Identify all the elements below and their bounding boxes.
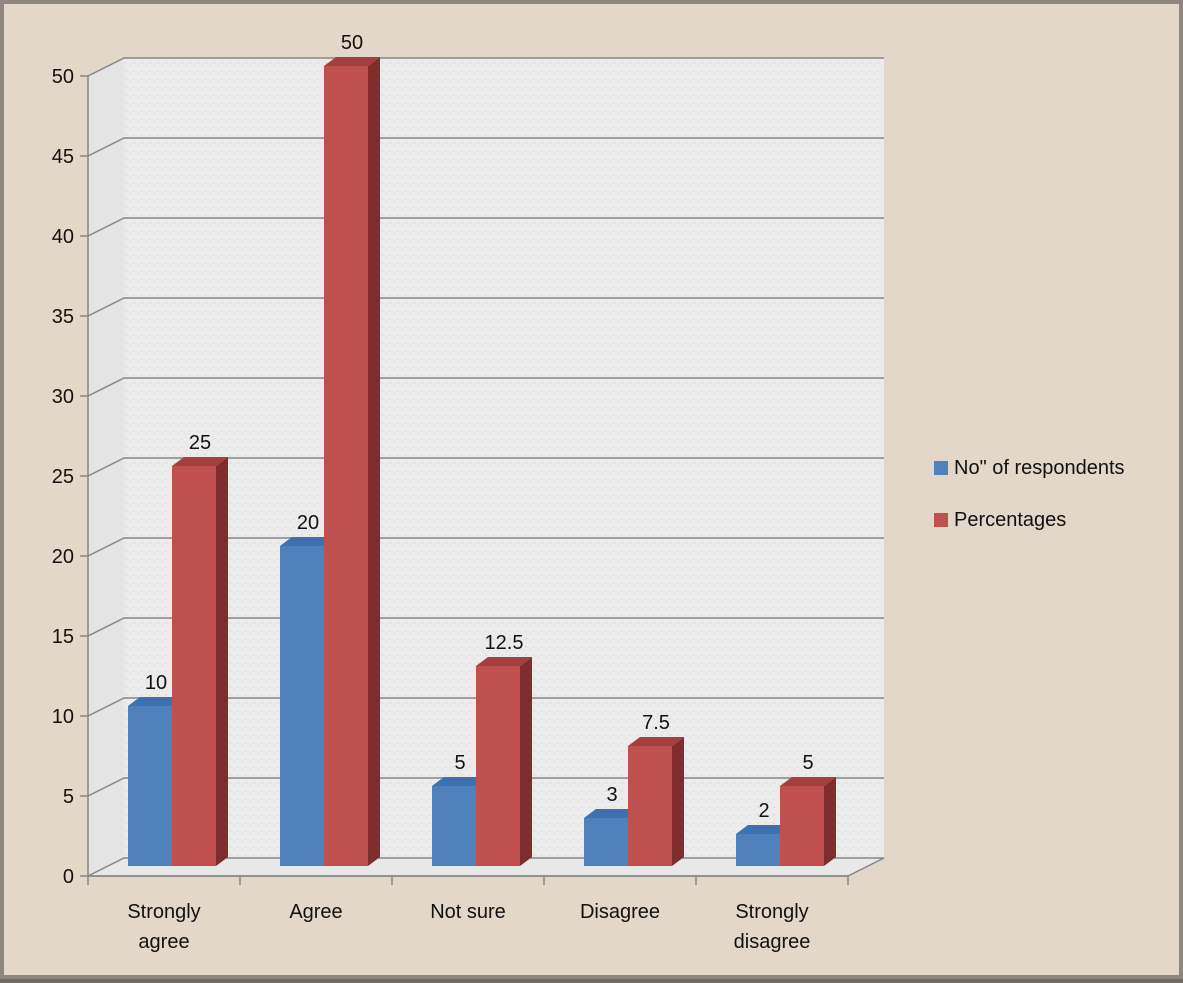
x-category-label: Disagree — [580, 901, 660, 923]
bar-front — [780, 786, 824, 866]
bar-side — [216, 457, 228, 866]
bars — [128, 57, 836, 866]
bar-top — [584, 809, 640, 818]
bar-side — [520, 657, 532, 866]
bar-top — [432, 777, 488, 786]
bar-front — [736, 834, 780, 866]
bar-front — [324, 66, 368, 866]
y-tick-label: 50 — [52, 66, 74, 88]
data-label: 10 — [145, 672, 167, 694]
data-label: 25 — [189, 432, 211, 454]
data-label: 12.5 — [485, 632, 524, 654]
data-label: 2 — [758, 800, 769, 822]
data-label: 20 — [297, 512, 319, 534]
gridline — [87, 457, 884, 477]
bar-top — [280, 537, 336, 546]
bar-front — [432, 786, 476, 866]
x-category-label: disagree — [734, 931, 811, 953]
gridline — [87, 617, 884, 637]
data-label: 7.5 — [642, 712, 670, 734]
bar-front — [476, 666, 520, 866]
x-category-label: agree — [138, 931, 189, 953]
x-category-label: Not sure — [430, 901, 506, 923]
gridline — [87, 57, 884, 77]
bar-top — [628, 737, 684, 746]
bar-top — [172, 457, 228, 466]
gridline — [87, 537, 884, 557]
bar-side — [672, 737, 684, 866]
bar-front — [584, 818, 628, 866]
x-category-label: Agree — [289, 901, 342, 923]
data-label: 3 — [606, 784, 617, 806]
data-label: 5 — [454, 752, 465, 774]
bar-top — [476, 657, 532, 666]
gridline — [87, 297, 884, 317]
y-tick-label: 0 — [63, 866, 74, 888]
x-category-label: Strongly — [735, 901, 808, 923]
y-tick-label: 25 — [52, 466, 74, 488]
gridline — [87, 217, 884, 237]
gridline — [87, 377, 884, 397]
legend-swatch — [934, 513, 948, 527]
bar-front — [628, 746, 672, 866]
y-tick-label: 40 — [52, 226, 74, 248]
bar-front — [172, 466, 216, 866]
y-tick-label: 15 — [52, 626, 74, 648]
data-label: 5 — [802, 752, 813, 774]
gridline — [87, 697, 884, 717]
y-tick-label: 30 — [52, 386, 74, 408]
y-tick-label: 20 — [52, 546, 74, 568]
bar-front — [128, 706, 172, 866]
legend-swatch — [934, 461, 948, 475]
bar-top — [128, 697, 184, 706]
y-tick-label: 5 — [63, 786, 74, 808]
legend: No" of respondents Percentages — [934, 457, 1125, 531]
bar-side — [824, 777, 836, 866]
bar-side — [368, 57, 380, 866]
bar-top — [324, 57, 380, 66]
y-tick-label: 10 — [52, 706, 74, 728]
bar-top — [780, 777, 836, 786]
data-label: 50 — [341, 32, 363, 54]
bar-front — [280, 546, 324, 866]
gridline — [87, 137, 884, 157]
y-tick-label: 45 — [52, 146, 74, 168]
legend-label: Percentages — [954, 509, 1066, 531]
x-category-label: Strongly — [127, 901, 200, 923]
legend-label: No" of respondents — [954, 457, 1125, 479]
bar-top — [736, 825, 792, 834]
y-tick-label: 35 — [52, 306, 74, 328]
gridlines — [87, 57, 884, 797]
